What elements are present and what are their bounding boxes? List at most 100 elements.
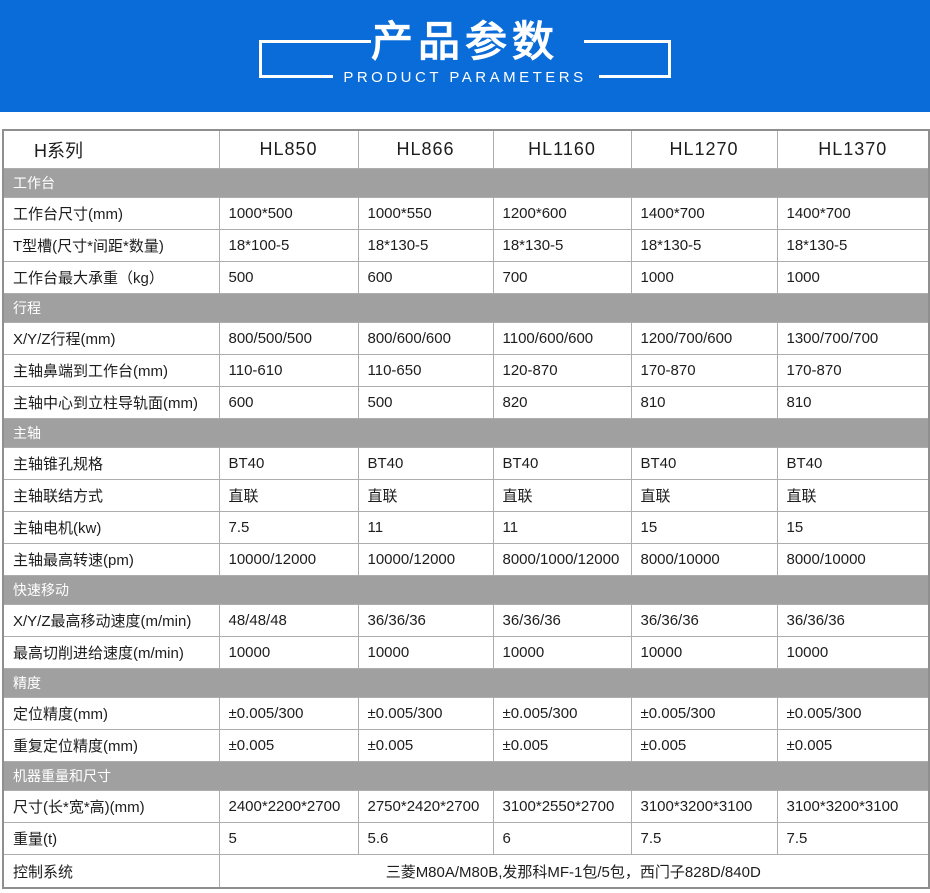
value-cell: ±0.005/300 [357, 697, 494, 730]
value-cell: 10000 [776, 636, 930, 669]
value-cell: 1400*700 [630, 197, 778, 230]
frame-bottom-right-line [599, 75, 671, 78]
value-cell: 500 [218, 261, 359, 294]
value-cell: 8000/10000 [630, 543, 778, 576]
value-cell: 直联 [357, 479, 494, 512]
value-cell: 600 [357, 261, 494, 294]
value-cell: 18*130-5 [630, 229, 778, 262]
value-cell: 500 [357, 386, 494, 419]
value-cell: 48/48/48 [218, 604, 359, 637]
model-header-cell: HL1160 [492, 129, 632, 169]
value-cell: 11 [492, 511, 632, 544]
spec-table-wrap: H系列 HL850 HL866 HL1160 HL1270 HL1370 工作台 工作台尺… [2, 129, 930, 889]
value-cell: ±0.005/300 [776, 697, 930, 730]
section-header-row: 工作台 [2, 168, 930, 198]
value-cell: 10000 [218, 636, 359, 669]
value-cell: ±0.005 [630, 729, 778, 762]
row-label-cell: 尺寸(长*宽*高)(mm) [2, 790, 220, 823]
row-label-cell: 主轴联结方式 [2, 479, 220, 512]
spec-row: 主轴锥孔规格 BT40 BT40 BT40 BT40 BT40 [2, 447, 930, 480]
value-cell: BT40 [492, 447, 632, 480]
value-cell: BT40 [218, 447, 359, 480]
value-cell: 1400*700 [776, 197, 930, 230]
value-cell: 10000 [630, 636, 778, 669]
spec-row: T型槽(尺寸*间距*数量) 18*100-5 18*130-5 18*130-5 18*… [2, 229, 930, 262]
value-cell: 600 [218, 386, 359, 419]
model-header-cell: HL850 [218, 129, 359, 169]
value-cell: BT40 [357, 447, 494, 480]
section-title: 行程 [2, 293, 930, 323]
value-cell: 810 [630, 386, 778, 419]
spec-row: 重复定位精度(mm) ±0.005 ±0.005 ±0.005 ±0.005 ±0.005 [2, 729, 930, 762]
spec-row: 最高切削进给速度(m/min) 10000 10000 10000 10000 10000 [2, 636, 930, 669]
value-cell: 36/36/36 [776, 604, 930, 637]
section-title: 精度 [2, 668, 930, 698]
series-label-cell: H系列 [2, 129, 220, 169]
product-parameters-banner: 产品参数 PRODUCT PARAMETERS [0, 0, 930, 112]
section-header-row: 机器重量和尺寸 [2, 761, 930, 791]
value-cell: 15 [776, 511, 930, 544]
value-cell: ±0.005/300 [630, 697, 778, 730]
value-cell: 直联 [630, 479, 778, 512]
section-title: 工作台 [2, 168, 930, 198]
value-cell: 1000 [776, 261, 930, 294]
value-cell: 110-610 [218, 354, 359, 387]
section-header-row: 主轴 [2, 418, 930, 448]
value-cell: 10000 [357, 636, 494, 669]
value-cell: 18*100-5 [218, 229, 359, 262]
value-cell: 2400*2200*2700 [218, 790, 359, 823]
value-cell: 3100*3200*3100 [630, 790, 778, 823]
spec-table-body: 工作台 工作台尺寸(mm) 1000*500 1000*550 1200*600 1400… [2, 168, 930, 889]
value-cell: 直联 [776, 479, 930, 512]
value-cell: 18*130-5 [492, 229, 632, 262]
frame-left-bracket [259, 40, 262, 78]
value-cell: ±0.005/300 [218, 697, 359, 730]
row-label-cell: 主轴鼻端到工作台(mm) [2, 354, 220, 387]
value-cell: 36/36/36 [492, 604, 632, 637]
value-cell: 1000*500 [218, 197, 359, 230]
spec-row: 主轴中心到立柱导轨面(mm) 600 500 820 810 810 [2, 386, 930, 419]
value-cell: ±0.005 [357, 729, 494, 762]
value-cell: 700 [492, 261, 632, 294]
value-cell: 7.5 [630, 822, 778, 855]
value-cell: 36/36/36 [630, 604, 778, 637]
spec-row: 控制系统 三菱M80A/M80B,发那科MF-1包/5包，西门子828D/840D [2, 854, 930, 889]
row-label-cell: T型槽(尺寸*间距*数量) [2, 229, 220, 262]
value-cell: 6 [492, 822, 632, 855]
value-cell: ±0.005/300 [492, 697, 632, 730]
value-cell: 5.6 [357, 822, 494, 855]
section-header-row: 精度 [2, 668, 930, 698]
spec-row: 工作台最大承重（kg） 500 600 700 1000 1000 [2, 261, 930, 294]
value-cell: 8000/1000/12000 [492, 543, 632, 576]
value-cell: 170-870 [630, 354, 778, 387]
spec-row: X/Y/Z行程(mm) 800/500/500 800/600/600 1100/60… [2, 322, 930, 355]
value-cell: 8000/10000 [776, 543, 930, 576]
value-cell: 810 [776, 386, 930, 419]
row-label-cell: 主轴锥孔规格 [2, 447, 220, 480]
model-header-cell: HL1370 [776, 129, 930, 169]
value-cell: 110-650 [357, 354, 494, 387]
value-cell: 120-870 [492, 354, 632, 387]
model-header-cell: HL1270 [630, 129, 778, 169]
value-cell: 直联 [218, 479, 359, 512]
value-cell: 1200/700/600 [630, 322, 778, 355]
spec-row: 定位精度(mm) ±0.005/300 ±0.005/300 ±0.005/300 ±0… [2, 697, 930, 730]
value-cell: 3100*2550*2700 [492, 790, 632, 823]
value-cell: 10000/12000 [357, 543, 494, 576]
row-label-cell: 定位精度(mm) [2, 697, 220, 730]
frame-right-bracket [668, 40, 671, 78]
product-spec-table: H系列 HL850 HL866 HL1160 HL1270 HL1370 工作台 工作台尺… [2, 129, 930, 889]
spec-row: X/Y/Z最高移动速度(m/min) 48/48/48 36/36/36 36/36/… [2, 604, 930, 637]
value-cell: BT40 [776, 447, 930, 480]
value-cell: ±0.005 [218, 729, 359, 762]
row-label-cell: 主轴最高转速(pm) [2, 543, 220, 576]
value-cell: 10000 [492, 636, 632, 669]
spec-row: 主轴联结方式 直联 直联 直联 直联 直联 [2, 479, 930, 512]
value-cell: 1000 [630, 261, 778, 294]
value-cell: 7.5 [776, 822, 930, 855]
model-header-row: H系列 HL850 HL866 HL1160 HL1270 HL1370 [2, 129, 930, 169]
row-label-cell: 控制系统 [2, 854, 220, 889]
value-cell: 1200*600 [492, 197, 632, 230]
row-label-cell: 主轴中心到立柱导轨面(mm) [2, 386, 220, 419]
row-label-cell: 工作台最大承重（kg） [2, 261, 220, 294]
